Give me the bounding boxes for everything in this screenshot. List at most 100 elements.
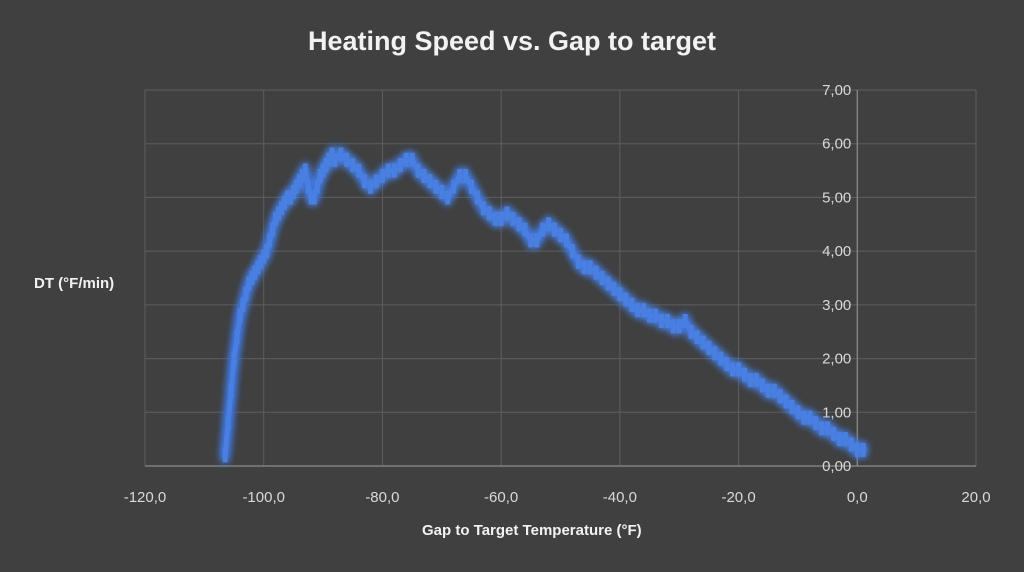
- data-point: [593, 265, 599, 280]
- data-point: [842, 432, 848, 447]
- x-tick-label: -120,0: [124, 489, 167, 506]
- data-point: [249, 271, 255, 285]
- data-point: [308, 190, 314, 205]
- data-point: [409, 152, 415, 167]
- data-point: [463, 168, 469, 183]
- chart-title: Heating Speed vs. Gap to target: [308, 26, 716, 56]
- data-point: [765, 383, 771, 398]
- data-point: [540, 222, 546, 237]
- data-point: [647, 308, 653, 323]
- data-point: [284, 190, 290, 205]
- data-point: [451, 179, 457, 194]
- data-point: [498, 211, 504, 226]
- data-point: [789, 399, 795, 414]
- data-point: [237, 308, 243, 323]
- data-point: [293, 179, 299, 194]
- data-point: [771, 383, 777, 398]
- data-point: [575, 254, 581, 269]
- data-point: [299, 168, 305, 183]
- data-point: [439, 185, 445, 200]
- data-point: [777, 389, 783, 404]
- data-point: [305, 179, 311, 194]
- data-point: [807, 410, 813, 425]
- x-tick-label: 20,0: [961, 489, 990, 506]
- data-point: [504, 206, 510, 221]
- data-point: [252, 265, 258, 280]
- data-point: [635, 303, 641, 318]
- data-point: [848, 437, 854, 452]
- data-point: [652, 308, 658, 323]
- data-point: [486, 206, 492, 221]
- data-point: [403, 152, 409, 167]
- data-point: [854, 442, 860, 457]
- data-point: [373, 174, 379, 189]
- data-point: [718, 351, 724, 366]
- data-point: [273, 211, 279, 226]
- y-tick-labels: 0,00 1,00 2,00 3,00 4,00 5,00 6,00 7,00: [822, 82, 851, 475]
- data-point: [611, 281, 617, 296]
- data-point: [243, 287, 249, 302]
- data-point: [234, 330, 240, 345]
- data-point: [623, 292, 629, 307]
- data-point: [397, 158, 403, 173]
- data-point: [362, 174, 368, 189]
- data-point: [492, 211, 498, 226]
- data-point: [338, 147, 344, 162]
- data-point: [379, 168, 385, 183]
- data-point: [350, 158, 356, 173]
- data-point: [270, 222, 276, 237]
- data-point: [385, 163, 391, 178]
- y-tick-label: 3,00: [822, 297, 851, 314]
- data-point: [569, 244, 575, 259]
- data-point: [510, 211, 516, 226]
- y-tick-label: 2,00: [822, 351, 851, 368]
- data-point: [287, 190, 293, 205]
- data-point: [825, 421, 831, 436]
- data-point: [391, 163, 397, 178]
- y-tick-label: 6,00: [822, 136, 851, 153]
- data-point: [759, 378, 765, 393]
- data-point: [795, 405, 801, 420]
- data-point: [534, 233, 540, 248]
- data-point: [587, 260, 593, 275]
- data-point: [258, 254, 264, 269]
- data-point: [311, 190, 317, 205]
- data-point: [664, 313, 670, 328]
- y-tick-label: 0,00: [822, 458, 851, 475]
- data-point: [617, 287, 623, 302]
- data-point: [433, 179, 439, 194]
- data-point: [742, 367, 748, 382]
- data-point: [415, 163, 421, 178]
- data-point: [783, 394, 789, 409]
- data-point: [581, 260, 587, 275]
- data-point: [563, 233, 569, 248]
- data-point: [836, 432, 842, 447]
- data-point: [276, 206, 282, 221]
- data-point: [332, 152, 338, 167]
- data-point: [516, 217, 522, 232]
- data-point: [261, 249, 267, 264]
- data-point: [225, 416, 231, 431]
- y-tick-label: 7,00: [822, 82, 851, 99]
- data-point: [480, 201, 486, 216]
- x-axis-title: Gap to Target Temperature (°F): [422, 522, 642, 539]
- data-point: [421, 168, 427, 183]
- data-point: [255, 260, 261, 275]
- data-point: [522, 222, 528, 237]
- data-point: [302, 163, 308, 178]
- data-point: [468, 179, 474, 194]
- data-point: [323, 158, 329, 173]
- data-point: [724, 356, 730, 371]
- data-point: [240, 297, 246, 312]
- axes: [145, 90, 976, 467]
- data-point: [730, 362, 736, 377]
- data-point: [599, 271, 605, 285]
- data-point: [326, 152, 332, 167]
- data-point: [267, 233, 273, 248]
- y-tick-label: 1,00: [822, 404, 851, 421]
- data-point: [317, 168, 323, 183]
- data-point: [819, 421, 825, 436]
- data-point: [320, 163, 326, 178]
- data-point: [457, 168, 463, 183]
